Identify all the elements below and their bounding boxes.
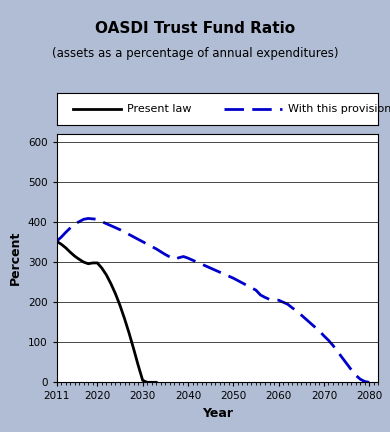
- X-axis label: Year: Year: [202, 407, 233, 420]
- Text: With this provision: With this provision: [288, 104, 390, 114]
- Text: OASDI Trust Fund Ratio: OASDI Trust Fund Ratio: [95, 21, 295, 35]
- Text: (assets as a percentage of annual expenditures): (assets as a percentage of annual expend…: [52, 48, 338, 60]
- Text: Present law: Present law: [127, 104, 192, 114]
- Y-axis label: Percent: Percent: [9, 231, 22, 285]
